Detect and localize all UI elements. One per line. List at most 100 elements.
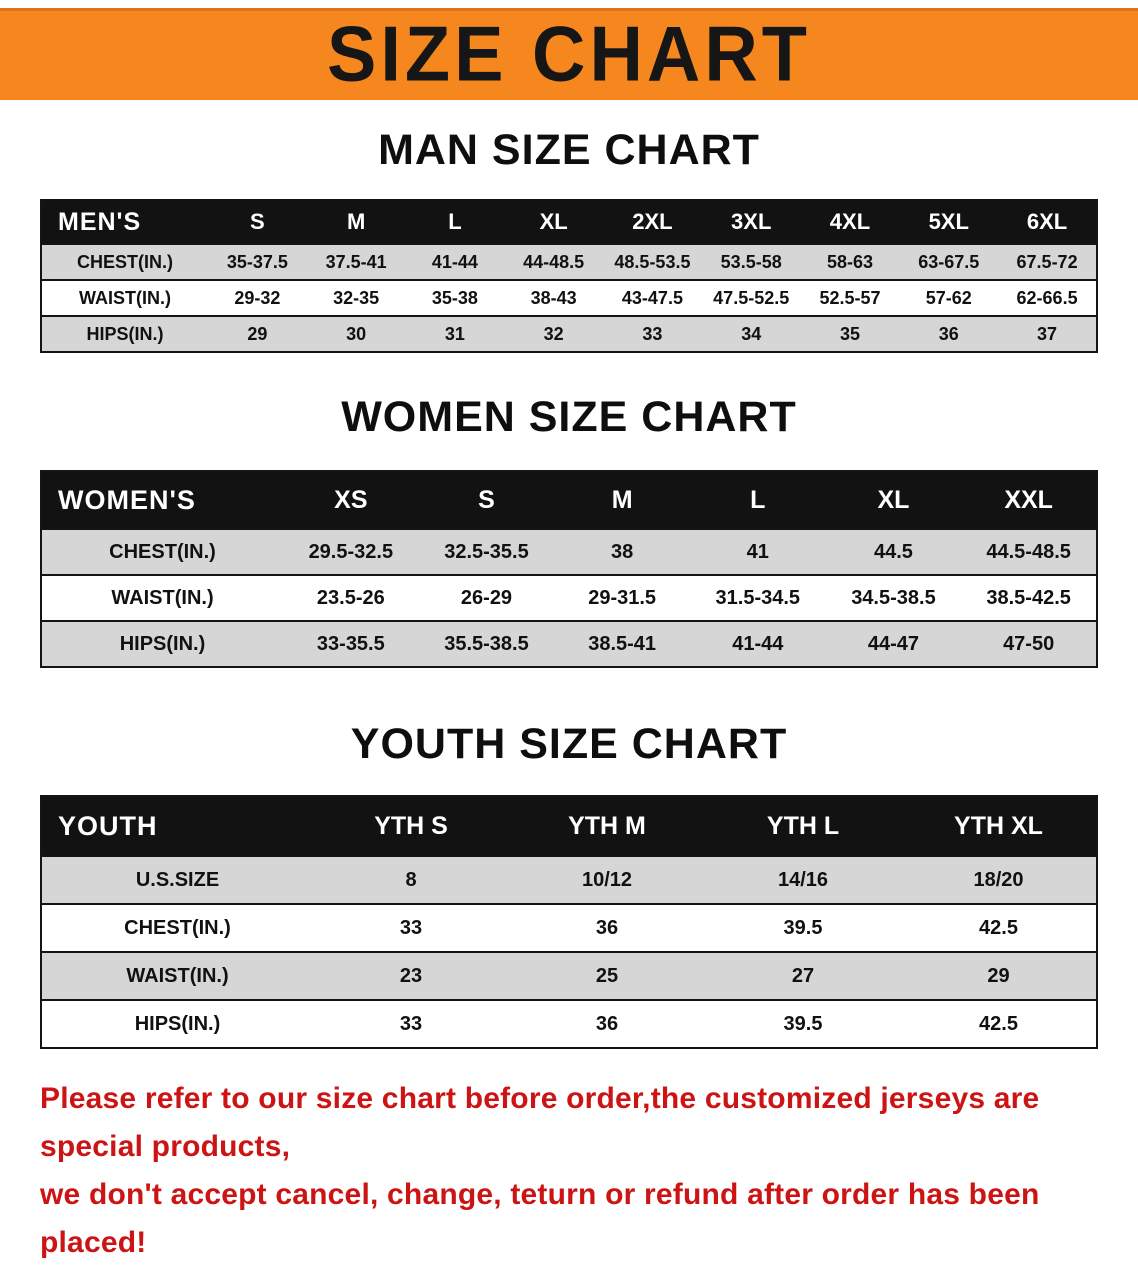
value-cell: 62-66.5 bbox=[998, 279, 1097, 317]
value-cell: 52.5-57 bbox=[800, 279, 900, 317]
value-cell: 33 bbox=[313, 903, 509, 953]
size-column-header: 4XL bbox=[800, 199, 900, 245]
size-column-header: YTH S bbox=[313, 795, 509, 857]
value-cell: 29-31.5 bbox=[554, 574, 690, 622]
size-column-header: M bbox=[306, 199, 406, 245]
value-cell: 41-44 bbox=[405, 243, 505, 281]
row-label-cell: CHEST(IN.) bbox=[41, 528, 283, 576]
value-cell: 67.5-72 bbox=[998, 243, 1097, 281]
size-column-header: XL bbox=[825, 470, 962, 530]
value-cell: 42.5 bbox=[901, 903, 1097, 953]
table-row: CHEST(IN.) 35-37.5 37.5-41 41-44 44-48.5 48.5… bbox=[41, 243, 1097, 281]
table-row: CHEST(IN.) 33 36 39.5 42.5 bbox=[41, 903, 1097, 953]
size-column-header: 6XL bbox=[998, 199, 1097, 245]
value-cell: 44-48.5 bbox=[504, 243, 604, 281]
size-column-header: M bbox=[554, 470, 690, 530]
value-cell: 33-35.5 bbox=[283, 620, 419, 668]
value-cell: 41-44 bbox=[689, 620, 826, 668]
page-title: SIZE CHART bbox=[327, 9, 811, 98]
table-row: HIPS(IN.) 33-35.5 35.5-38.5 38.5-41 41-44 44-… bbox=[41, 620, 1097, 668]
size-column-header: YTH L bbox=[705, 795, 901, 857]
value-cell: 10/12 bbox=[509, 855, 705, 905]
value-cell: 47.5-52.5 bbox=[701, 279, 801, 317]
value-cell: 27 bbox=[705, 951, 901, 1001]
value-cell: 53.5-58 bbox=[701, 243, 801, 281]
value-cell: 8 bbox=[313, 855, 509, 905]
value-cell: 63-67.5 bbox=[899, 243, 999, 281]
value-cell: 42.5 bbox=[901, 999, 1097, 1049]
disclaimer-line-1: Please refer to our size chart before or… bbox=[40, 1082, 1040, 1163]
value-cell: 25 bbox=[509, 951, 705, 1001]
man-size-section: MAN SIZE CHART MEN'S S M L XL 2XL 3XL 4XL 5XL 6XL… bbox=[0, 126, 1138, 353]
size-column-header: YTH M bbox=[509, 795, 705, 857]
table-row: HIPS(IN.) 33 36 39.5 42.5 bbox=[41, 999, 1097, 1049]
value-cell: 58-63 bbox=[800, 243, 900, 281]
size-column-header: S bbox=[208, 199, 307, 245]
value-cell: 23 bbox=[313, 951, 509, 1001]
value-cell: 34.5-38.5 bbox=[825, 574, 962, 622]
womens-size-table: WOMEN'S XS S M L XL XXL CHEST(IN.) 29.5-32.5 32.5… bbox=[40, 470, 1098, 668]
mens-size-table: MEN'S S M L XL 2XL 3XL 4XL 5XL 6XL CHEST(IN.) 35-37… bbox=[40, 199, 1098, 353]
value-cell: 57-62 bbox=[899, 279, 999, 317]
value-cell: 29.5-32.5 bbox=[283, 528, 419, 576]
table-title-cell: YOUTH bbox=[41, 795, 313, 857]
value-cell: 35 bbox=[800, 315, 900, 353]
value-cell: 47-50 bbox=[961, 620, 1097, 668]
row-label-cell: WAIST(IN.) bbox=[41, 279, 208, 317]
table-header-row: YOUTH YTH S YTH M YTH L YTH XL bbox=[41, 795, 1097, 857]
value-cell: 38-43 bbox=[504, 279, 604, 317]
value-cell: 30 bbox=[306, 315, 406, 353]
value-cell: 34 bbox=[701, 315, 801, 353]
value-cell: 29-32 bbox=[208, 279, 307, 317]
table-row: WAIST(IN.) 29-32 32-35 35-38 38-43 43-47.5 47.… bbox=[41, 279, 1097, 317]
value-cell: 29 bbox=[208, 315, 307, 353]
value-cell: 32-35 bbox=[306, 279, 406, 317]
table-row: HIPS(IN.) 29 30 31 32 33 34 35 36 37 bbox=[41, 315, 1097, 353]
table-row: WAIST(IN.) 23 25 27 29 bbox=[41, 951, 1097, 1001]
youth-size-table: YOUTH YTH S YTH M YTH L YTH XL U.S.SIZE 8 10/12… bbox=[40, 795, 1098, 1049]
row-label-cell: CHEST(IN.) bbox=[41, 903, 313, 953]
value-cell: 48.5-53.5 bbox=[603, 243, 702, 281]
table-title-cell: WOMEN'S bbox=[41, 470, 283, 530]
value-cell: 26-29 bbox=[418, 574, 555, 622]
value-cell: 31.5-34.5 bbox=[689, 574, 826, 622]
value-cell: 39.5 bbox=[705, 999, 901, 1049]
size-column-header: 3XL bbox=[701, 199, 801, 245]
disclaimer-note: Please refer to our size chart before or… bbox=[40, 1075, 1098, 1267]
women-size-section: WOMEN SIZE CHART WOMEN'S XS S M L XL XXL CHEST(… bbox=[0, 393, 1138, 668]
value-cell: 32.5-35.5 bbox=[418, 528, 555, 576]
size-column-header: XXL bbox=[961, 470, 1097, 530]
value-cell: 44-47 bbox=[825, 620, 962, 668]
value-cell: 38 bbox=[554, 528, 690, 576]
value-cell: 36 bbox=[509, 999, 705, 1049]
table-row: WAIST(IN.) 23.5-26 26-29 29-31.5 31.5-34.5 34… bbox=[41, 574, 1097, 622]
disclaimer-line-2: we don't accept cancel, change, teturn o… bbox=[40, 1178, 1040, 1259]
value-cell: 36 bbox=[899, 315, 999, 353]
size-column-header: XS bbox=[283, 470, 419, 530]
size-column-header: S bbox=[418, 470, 555, 530]
value-cell: 14/16 bbox=[705, 855, 901, 905]
title-banner: SIZE CHART bbox=[0, 8, 1138, 100]
value-cell: 41 bbox=[689, 528, 826, 576]
size-column-header: L bbox=[689, 470, 826, 530]
value-cell: 37.5-41 bbox=[306, 243, 406, 281]
size-column-header: YTH XL bbox=[901, 795, 1097, 857]
value-cell: 44.5-48.5 bbox=[961, 528, 1097, 576]
value-cell: 33 bbox=[603, 315, 702, 353]
man-section-heading: MAN SIZE CHART bbox=[378, 126, 760, 174]
size-column-header: XL bbox=[504, 199, 604, 245]
row-label-cell: CHEST(IN.) bbox=[41, 243, 208, 281]
value-cell: 33 bbox=[313, 999, 509, 1049]
size-column-header: 5XL bbox=[899, 199, 999, 245]
row-label-cell: U.S.SIZE bbox=[41, 855, 313, 905]
row-label-cell: HIPS(IN.) bbox=[41, 620, 283, 668]
women-section-heading: WOMEN SIZE CHART bbox=[341, 393, 797, 441]
size-column-header: L bbox=[405, 199, 505, 245]
value-cell: 35-38 bbox=[405, 279, 505, 317]
value-cell: 37 bbox=[998, 315, 1097, 353]
value-cell: 29 bbox=[901, 951, 1097, 1001]
value-cell: 31 bbox=[405, 315, 505, 353]
youth-section-heading: YOUTH SIZE CHART bbox=[350, 720, 788, 768]
value-cell: 39.5 bbox=[705, 903, 901, 953]
value-cell: 44.5 bbox=[825, 528, 962, 576]
